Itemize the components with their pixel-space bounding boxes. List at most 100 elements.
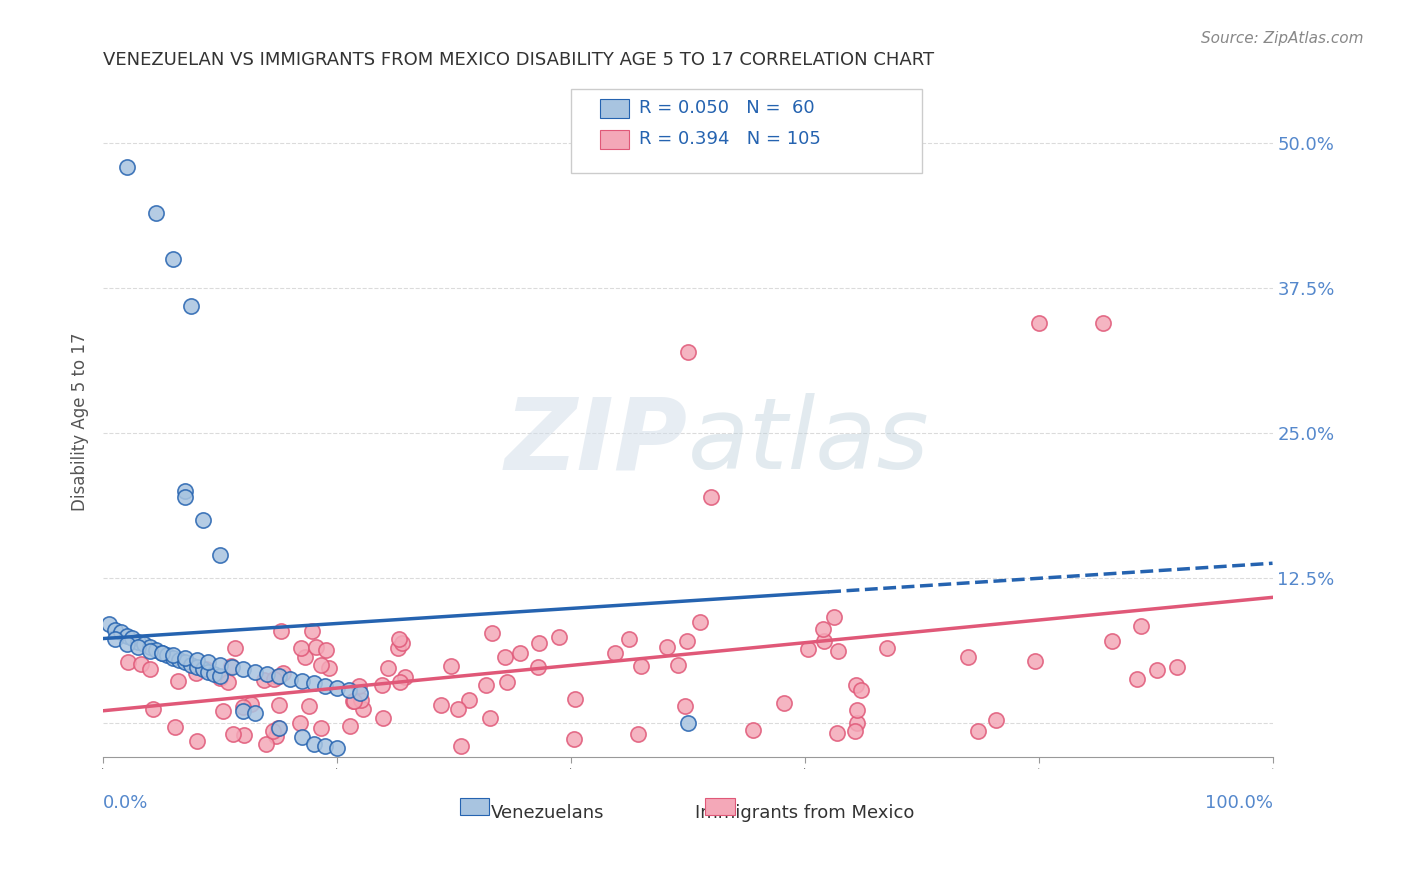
FancyBboxPatch shape	[706, 797, 734, 814]
Point	[139, 644, 162, 658]
Point	[813, 634, 835, 648]
Point	[243, 665, 266, 679]
Point	[315, 642, 337, 657]
Point	[457, 692, 479, 706]
Point	[162, 252, 184, 267]
Point	[209, 671, 232, 685]
Point	[221, 660, 243, 674]
Point	[174, 490, 197, 504]
Point	[262, 723, 284, 738]
Point	[377, 661, 399, 675]
Point	[243, 706, 266, 721]
Point	[232, 728, 254, 742]
Point	[689, 615, 711, 630]
Point	[162, 650, 184, 665]
Point	[254, 737, 277, 751]
Point	[845, 677, 868, 691]
Point	[141, 702, 163, 716]
Point	[478, 711, 501, 725]
Point	[352, 702, 374, 716]
Point	[630, 659, 652, 673]
Point	[301, 624, 323, 639]
Point	[240, 698, 263, 712]
Point	[562, 732, 585, 747]
Point	[318, 660, 340, 674]
Point	[104, 632, 127, 647]
Point	[1024, 654, 1046, 668]
Point	[166, 674, 188, 689]
Point	[174, 483, 197, 498]
Point	[162, 648, 184, 663]
Point	[186, 653, 208, 667]
Point	[163, 720, 186, 734]
Point	[350, 692, 373, 706]
Point	[121, 631, 143, 645]
Text: Immigrants from Mexico: Immigrants from Mexico	[695, 805, 914, 822]
Text: atlas: atlas	[688, 393, 929, 490]
Point	[104, 623, 127, 637]
Point	[619, 632, 641, 647]
Point	[742, 723, 765, 738]
Point	[773, 696, 796, 710]
Point	[967, 723, 990, 738]
Point	[150, 646, 173, 660]
Point	[509, 647, 531, 661]
Point	[314, 679, 336, 693]
Point	[209, 657, 232, 672]
Point	[150, 646, 173, 660]
Point	[494, 650, 516, 665]
Point	[527, 636, 550, 650]
Point	[388, 674, 411, 689]
Point	[197, 665, 219, 679]
Text: Source: ZipAtlas.com: Source: ZipAtlas.com	[1201, 31, 1364, 46]
Text: R = 0.394   N = 105: R = 0.394 N = 105	[638, 130, 821, 148]
Point	[548, 630, 571, 644]
Text: Venezuelans: Venezuelans	[491, 805, 605, 822]
Point	[430, 698, 453, 712]
Point	[139, 640, 162, 655]
Point	[174, 650, 197, 665]
Point	[209, 669, 232, 683]
Point	[811, 622, 834, 636]
Point	[1126, 673, 1149, 687]
Point	[297, 699, 319, 714]
Point	[666, 657, 689, 672]
Point	[845, 715, 868, 730]
FancyBboxPatch shape	[600, 130, 630, 149]
Text: ZIP: ZIP	[505, 393, 688, 490]
Point	[180, 299, 202, 313]
Point	[343, 694, 366, 708]
Point	[256, 667, 278, 681]
Point	[302, 676, 325, 690]
Point	[1146, 663, 1168, 677]
Point	[851, 683, 873, 698]
Text: R = 0.050   N =  60: R = 0.050 N = 60	[589, 109, 763, 127]
Point	[267, 722, 290, 736]
Point	[339, 719, 361, 733]
Point	[291, 730, 314, 744]
Point	[450, 739, 472, 753]
Point	[627, 727, 650, 741]
Point	[202, 667, 225, 681]
Point	[844, 723, 866, 738]
Point	[115, 637, 138, 651]
Text: VENEZUELAN VS IMMIGRANTS FROM MEXICO DISABILITY AGE 5 TO 17 CORRELATION CHART: VENEZUELAN VS IMMIGRANTS FROM MEXICO DIS…	[103, 51, 934, 69]
Point	[278, 672, 301, 686]
Point	[186, 733, 208, 747]
Point	[342, 694, 364, 708]
Point	[302, 737, 325, 751]
Point	[676, 345, 699, 359]
Point	[475, 678, 498, 692]
Point	[986, 713, 1008, 727]
Point	[115, 160, 138, 174]
Point	[266, 670, 288, 684]
Point	[271, 666, 294, 681]
Text: 100.0%: 100.0%	[1205, 795, 1272, 813]
Point	[1028, 316, 1050, 330]
Point	[145, 642, 167, 657]
Text: 0.0%: 0.0%	[103, 795, 149, 813]
Point	[294, 650, 316, 665]
Point	[232, 699, 254, 714]
Point	[197, 656, 219, 670]
Point	[174, 656, 197, 670]
